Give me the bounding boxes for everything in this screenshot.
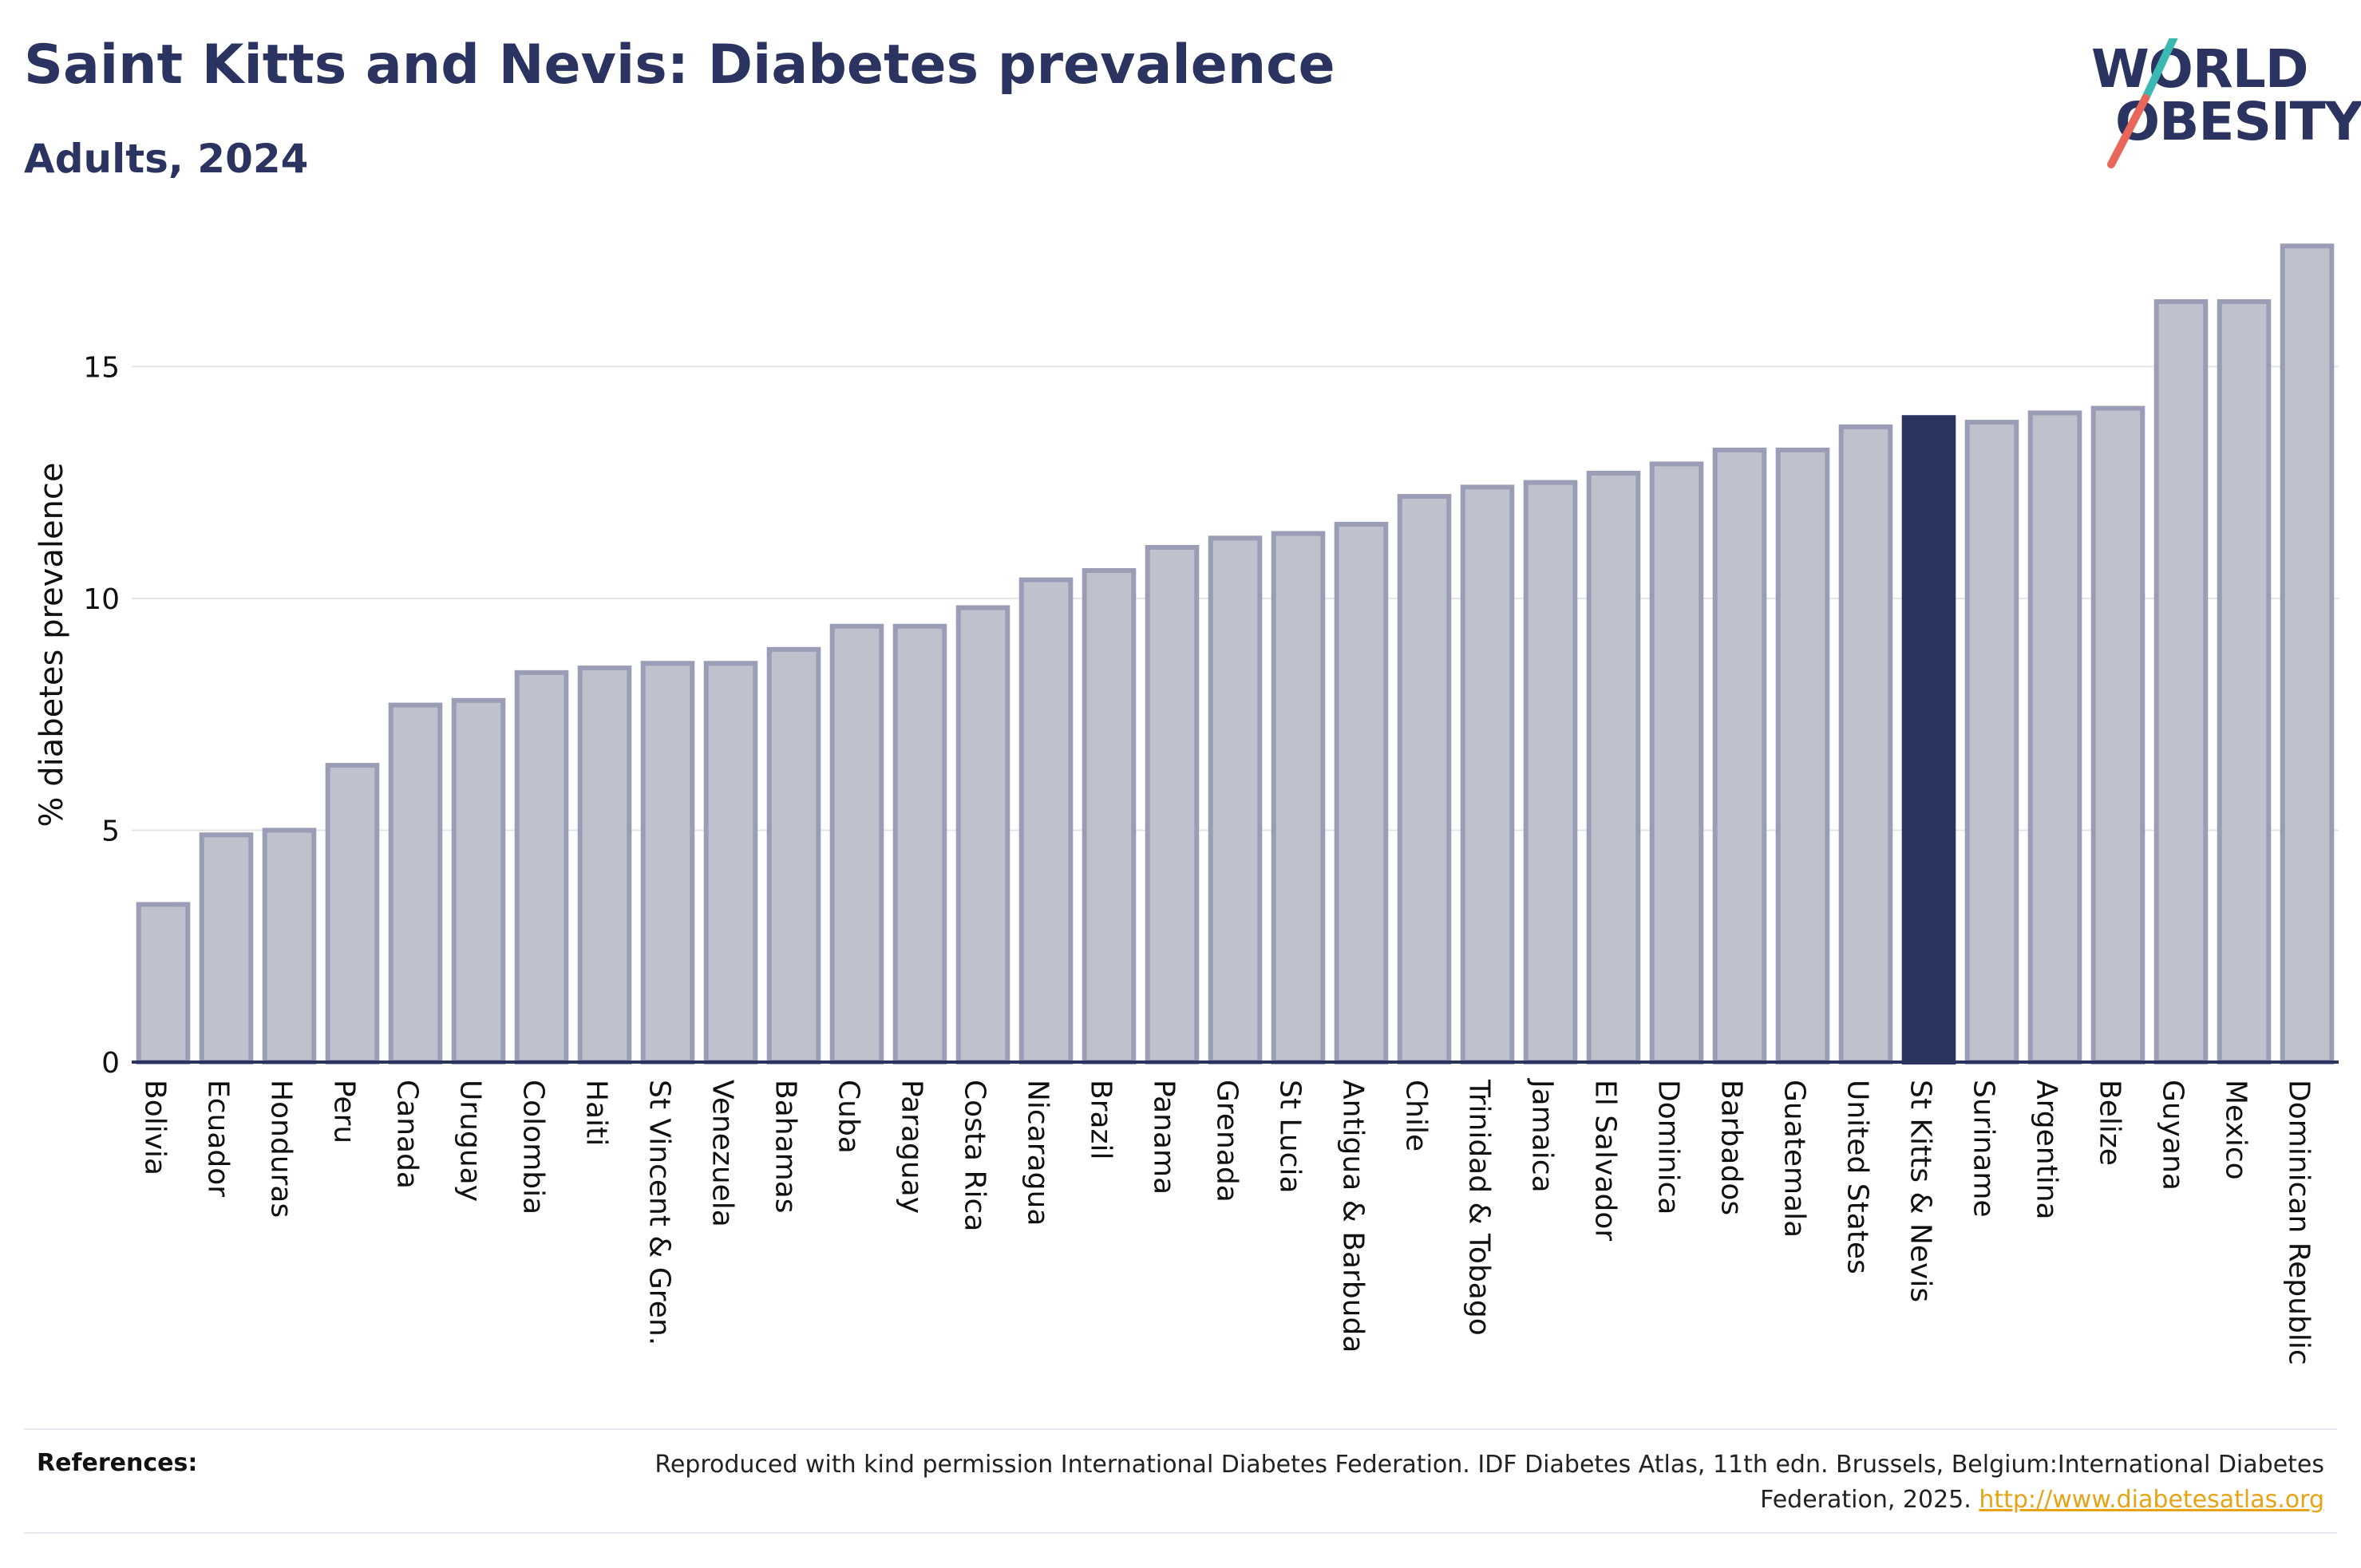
bar [1271,531,1326,1064]
bar [1712,447,1767,1064]
x-tick-label: Argentina [2031,1080,2063,1220]
bar [325,763,380,1064]
bar [703,661,758,1064]
x-tick-label: Brazil [1085,1080,1117,1159]
x-tick-label: Bolivia [139,1080,172,1175]
bar [1649,461,1704,1064]
x-tick-label: Ecuador [202,1080,235,1197]
chart-subtitle: Adults, 2024 [24,136,309,182]
y-tick-label: 15 [83,351,120,384]
y-tick-label: 5 [101,815,120,847]
bar [1082,568,1137,1064]
bar [892,623,947,1064]
x-tick-label: Venezuela [706,1080,739,1227]
bar [640,661,695,1064]
x-tick-label: Haiti [580,1080,613,1146]
x-tick-label: El Salvador [1589,1080,1622,1241]
x-tick-label: Paraguay [896,1080,928,1214]
x-tick-label: St Vincent & Gren. [643,1080,676,1345]
bar [1964,420,2019,1064]
references-label: References: [37,1449,198,1477]
logo-word-world: WORLD [2091,38,2309,100]
axes: 0 5 10 15 Bolivia Ecuador Honduras Peru Canada Ur… [83,351,2339,1365]
references-citation: Reproduced with kind permission Internat… [655,1451,2324,1514]
bar [1838,424,1893,1064]
bar [1586,470,1641,1064]
x-tick-label: Dominican Republic [2283,1080,2316,1365]
bar [2280,243,2335,1064]
logo-word-obesity: OBESITY [2115,91,2361,152]
logo-slash-icon [2107,38,2178,168]
x-tick-label: Uruguay [454,1080,487,1202]
bar [262,827,317,1064]
x-tick-label: Panama [1148,1080,1180,1195]
bar [829,623,884,1064]
x-tick-label: Bahamas [769,1080,802,1214]
x-tick-label: St Kitts & Nevis [1904,1080,1937,1302]
x-tick-label: Colombia [517,1080,550,1215]
bar [388,702,443,1064]
x-tick-label: Suriname [1968,1080,2000,1218]
bar [136,902,191,1065]
x-tick-label: Honduras [265,1080,298,1218]
bar [1775,447,1830,1064]
bar [1145,544,1200,1064]
x-tick-label: Belize [2094,1080,2126,1166]
bar [2153,298,2209,1064]
x-tick-label: Guatemala [1778,1080,1811,1238]
x-tick-label: Barbados [1715,1080,1748,1215]
bar [514,669,569,1064]
y-axis-label: % diabetes prevalence [34,462,70,827]
bar [1460,484,1515,1064]
bar [1523,480,1578,1064]
bar [2217,298,2272,1064]
x-tick-label: Jamaica [1526,1078,1559,1193]
x-tick-label: Nicaragua [1022,1080,1054,1226]
bar [2090,405,2145,1064]
bar [199,832,254,1065]
x-tick-label: Peru [328,1080,361,1143]
bars [136,243,2335,1065]
bar-chart: 0 5 10 15 Bolivia Ecuador Honduras Peru Canada Ur… [34,243,2339,1365]
x-tick-label: Trinidad & Tobago [1463,1079,1496,1336]
bar [766,646,821,1064]
bar [1208,535,1263,1064]
bar [955,605,1010,1064]
x-tick-label: Grenada [1211,1080,1244,1203]
bar [1901,415,1956,1064]
bar [451,697,506,1064]
x-tick-label: Chile [1400,1080,1433,1151]
x-tick-label: Costa Rica [959,1080,991,1231]
y-tick-label: 0 [101,1047,120,1080]
x-tick-label: Cuba [832,1080,865,1154]
references-footer: References: Reproduced with kind permiss… [24,1428,2337,1534]
x-tick-label: Antigua & Barbuda [1337,1080,1370,1353]
references-text: Reproduced with kind permission Internat… [528,1448,2324,1518]
y-tick-label: 10 [83,583,120,616]
bar [1018,577,1074,1064]
x-tick-label: Dominica [1652,1080,1685,1215]
x-tick-label: Canada [391,1080,424,1189]
bar [1397,494,1452,1064]
chart-title: Saint Kitts and Nevis: Diabetes prevalen… [24,34,1335,97]
x-tick-label: United States [1841,1080,1874,1274]
diabetes-atlas-link[interactable]: http://www.diabetesatlas.org [1979,1486,2324,1514]
world-obesity-logo: WORLD OBESITY [2083,38,2361,174]
bar [1334,521,1389,1064]
x-tick-label: Guyana [2157,1080,2189,1191]
x-tick-label: Mexico [2220,1080,2252,1180]
bar [2027,410,2082,1064]
x-tick-label: St Lucia [1274,1080,1307,1194]
bar [577,666,632,1064]
